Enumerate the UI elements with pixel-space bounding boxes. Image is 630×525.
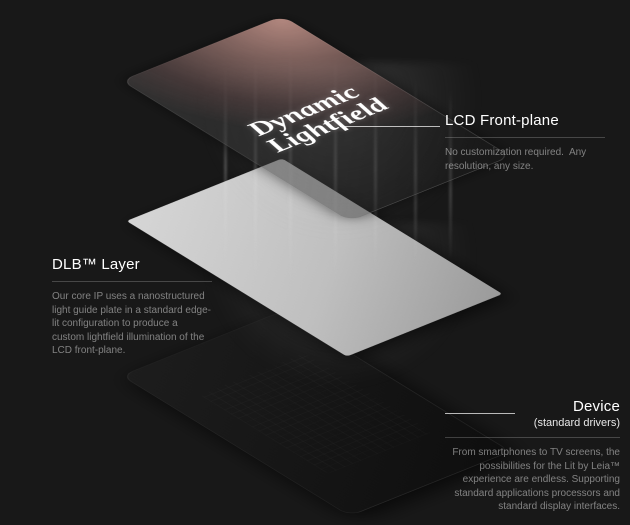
device-title-suffix: (standard drivers) — [445, 417, 620, 429]
device-subtitle: From smartphones to TV screens, the poss… — [445, 437, 620, 514]
label-dlb: DLB™ Layer Our core IP uses a nanostruct… — [52, 256, 212, 358]
diagram-stage: Dynamic Lightfield LCD Front-plane No cu… — [0, 0, 630, 525]
leader-lcd — [340, 126, 440, 127]
label-device: Device (standard drivers) From smartphon… — [445, 398, 620, 514]
lcd-title: LCD Front-plane — [445, 112, 615, 129]
device-title: Device — [445, 398, 620, 415]
dlb-subtitle: Our core IP uses a nanostructured light … — [52, 281, 212, 358]
iso-origin: Dynamic Lightfield — [315, 262, 316, 263]
dlb-title: DLB™ Layer — [52, 256, 212, 273]
lcd-subtitle: No customization required. Any resolutio… — [445, 137, 605, 173]
label-lcd: LCD Front-plane No customization require… — [445, 112, 615, 174]
